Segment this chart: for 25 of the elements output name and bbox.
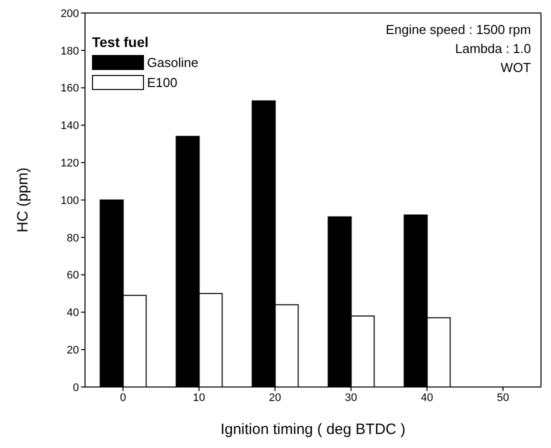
- legend-title: Test fuel: [92, 34, 150, 50]
- y-axis-title: HC (ppm): [14, 167, 32, 233]
- x-tick-label: 0: [120, 392, 126, 404]
- legend-label: Gasoline: [147, 54, 198, 70]
- annotation: WOT: [500, 59, 531, 77]
- y-tick-label: 20: [66, 344, 79, 357]
- y-tick-label: 0: [72, 382, 79, 394]
- y-tick-label: 120: [60, 158, 79, 170]
- x-tick-label: 40: [420, 392, 434, 404]
- y-tick-label: 200: [60, 8, 79, 20]
- y-tick-label: 80: [66, 232, 79, 244]
- legend-label: E100: [147, 74, 178, 90]
- annotation: Engine speed : 1500 rpm: [386, 21, 531, 39]
- y-tick-label: 140: [60, 120, 79, 132]
- y-tick-label: 180: [60, 45, 79, 58]
- y-tick-label: 60: [66, 270, 79, 282]
- y-tick-label: 100: [60, 194, 79, 207]
- x-tick-label: 20: [268, 392, 282, 404]
- y-tick-label: 160: [60, 82, 79, 95]
- x-tick-label: 10: [192, 392, 206, 404]
- x-tick-label: 30: [344, 392, 358, 404]
- annotation: Lambda : 1.0: [454, 40, 531, 58]
- x-axis-title: Ignition timing ( deg BTDC ): [220, 421, 406, 438]
- y-tick-label: 40: [66, 307, 79, 320]
- x-tick-label: 50: [496, 392, 510, 404]
